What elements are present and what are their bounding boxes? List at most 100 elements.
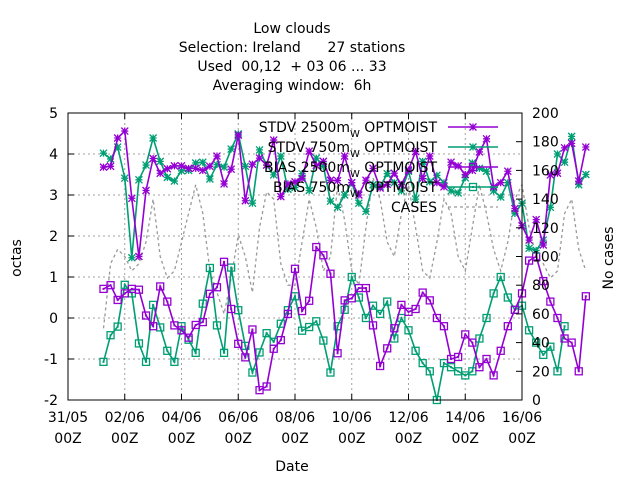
data-point-dot (372, 324, 375, 327)
data-point-dot (343, 308, 346, 311)
data-point (347, 294, 356, 303)
data-point (539, 241, 548, 249)
data-point (454, 161, 463, 170)
data-point (198, 158, 207, 167)
data-point-dot (208, 266, 211, 269)
y-tick-label-left: 4 (49, 147, 58, 163)
data-point-dot (457, 370, 460, 373)
y-axis-label-right: No cases (601, 227, 617, 290)
data-point-dot (393, 327, 396, 330)
data-point (298, 174, 307, 183)
data-point (354, 191, 363, 199)
data-point-dot (471, 341, 474, 344)
data-point (170, 177, 179, 186)
y-tick-label-right: 40 (532, 336, 550, 352)
data-point (496, 193, 505, 202)
data-point-dot (215, 324, 218, 327)
data-point (148, 322, 158, 331)
data-point (205, 289, 215, 298)
data-point (99, 149, 108, 158)
data-point (276, 335, 285, 345)
data-point (156, 282, 165, 291)
x-tick-label-date: 31/05 (48, 410, 88, 426)
series-bias-750m (99, 263, 569, 405)
data-point (283, 179, 292, 188)
data-point (432, 171, 441, 180)
series-cases (102, 177, 587, 329)
data-point (454, 188, 463, 197)
data-point (333, 203, 342, 212)
legend-label-suffix: OPTMOIST (360, 120, 438, 136)
x-tick-label-date: 12/06 (388, 410, 428, 426)
data-point (177, 166, 186, 175)
data-point (404, 326, 413, 335)
data-point (418, 157, 427, 166)
data-point-dot (180, 329, 183, 332)
data-point-dot (279, 339, 282, 342)
legend-label-name: STDV 750m (268, 140, 350, 156)
data-point (170, 321, 179, 330)
data-point (134, 285, 144, 294)
data-point (163, 297, 172, 306)
data-point (219, 348, 229, 358)
legend-label-suffix: OPTMOIST (360, 140, 438, 156)
data-point (347, 272, 356, 282)
data-point (198, 317, 207, 327)
data-point (248, 199, 257, 208)
legend-label: BIAS 750mW OPTMOIST (273, 180, 437, 200)
data-point (120, 174, 129, 183)
series-bias-2500m (99, 242, 590, 395)
legend-label: BIAS 2500mW OPTMOIST (264, 160, 437, 180)
data-point (354, 199, 363, 208)
data-point-dot (166, 300, 169, 303)
data-point (525, 244, 534, 253)
data-point-dot (258, 389, 261, 392)
data-point (553, 169, 562, 178)
data-point (170, 357, 179, 367)
title-line-3: Used 00,12 + 03 06 ... 33 (197, 59, 386, 75)
data-point (510, 209, 519, 218)
data-point-dot (450, 366, 453, 369)
data-point-dot (244, 344, 247, 347)
data-point (156, 169, 165, 178)
data-point-dot (464, 333, 467, 336)
legend-label-suffix: OPTMOIST (360, 180, 438, 196)
data-point-dot (357, 296, 360, 299)
data-point (276, 319, 285, 328)
data-point (290, 292, 300, 301)
data-point-dot (137, 288, 140, 291)
data-point (482, 167, 491, 176)
data-point-dot (265, 332, 268, 335)
data-point-dot (145, 360, 148, 363)
data-point (220, 163, 229, 172)
data-point (397, 300, 406, 310)
data-point-dot (265, 385, 268, 388)
data-point (503, 293, 512, 302)
legend-label-sub: W (350, 129, 360, 140)
data-point (475, 363, 484, 372)
x-tick-label-hour: 00Z (54, 431, 81, 447)
data-point-dot (230, 307, 233, 310)
data-point (411, 195, 420, 204)
data-point-dot (194, 323, 197, 326)
data-point (149, 154, 158, 163)
data-point-dot (223, 260, 226, 263)
data-point (482, 134, 491, 143)
data-point (227, 304, 236, 314)
data-point (297, 306, 307, 316)
data-point-dot (393, 337, 396, 340)
data-point-dot (492, 374, 495, 377)
data-point-dot (286, 312, 289, 315)
data-point-dot (315, 246, 318, 249)
legend-entry: STDV 750mW OPTMOIST (268, 140, 498, 160)
x-tick-label-date: 10/06 (332, 410, 372, 426)
data-point (326, 368, 335, 377)
data-point (546, 203, 555, 212)
data-point-dot (407, 329, 410, 332)
data-point-dot (272, 340, 275, 343)
data-point-dot (130, 287, 133, 290)
data-point (510, 204, 519, 213)
data-point (276, 152, 285, 161)
data-point (383, 344, 392, 353)
